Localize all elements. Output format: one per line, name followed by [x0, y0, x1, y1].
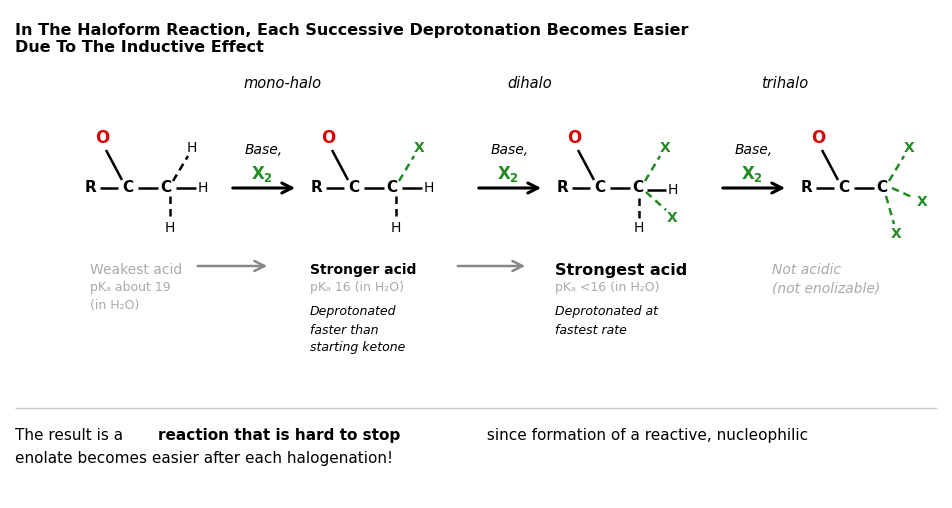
Text: (in H₂O): (in H₂O) [90, 300, 139, 312]
Text: Deprotonated at: Deprotonated at [555, 305, 658, 319]
Text: X: X [903, 141, 914, 155]
Text: H: H [667, 183, 678, 197]
Text: fastest rate: fastest rate [555, 324, 626, 336]
Text: C: C [632, 180, 644, 196]
Text: X: X [917, 195, 927, 209]
Text: C: C [877, 180, 887, 196]
Text: O: O [95, 129, 109, 147]
Text: H: H [165, 221, 175, 235]
Text: H: H [187, 141, 197, 155]
Text: $\mathbf{X_2}$: $\mathbf{X_2}$ [251, 164, 273, 184]
Text: X: X [891, 227, 902, 241]
Text: since formation of a reactive, nucleophilic: since formation of a reactive, nucleophi… [482, 428, 808, 443]
Text: Stronger acid: Stronger acid [310, 263, 416, 277]
Text: R: R [556, 180, 568, 196]
Text: $\mathbf{X_2}$: $\mathbf{X_2}$ [741, 164, 763, 184]
Text: O: O [321, 129, 335, 147]
Text: (not enolizable): (not enolizable) [772, 281, 881, 295]
Text: C: C [839, 180, 849, 196]
Text: Base,: Base, [491, 143, 529, 157]
Text: H: H [634, 221, 645, 235]
Text: starting ketone: starting ketone [310, 341, 406, 355]
Text: Strongest acid: Strongest acid [555, 263, 687, 277]
Text: faster than: faster than [310, 324, 379, 336]
Text: In The Haloform Reaction, Each Successive Deprotonation Becomes Easier: In The Haloform Reaction, Each Successiv… [15, 23, 688, 38]
Text: C: C [123, 180, 133, 196]
Text: O: O [566, 129, 581, 147]
Text: pKₐ <16 (in H₂O): pKₐ <16 (in H₂O) [555, 281, 660, 295]
Text: trihalo: trihalo [762, 77, 808, 91]
Text: mono-halo: mono-halo [244, 77, 322, 91]
Text: dihalo: dihalo [507, 77, 552, 91]
Text: X: X [660, 141, 670, 155]
Text: H: H [198, 181, 208, 195]
Text: Due To The Inductive Effect: Due To The Inductive Effect [15, 40, 264, 55]
Text: H: H [424, 181, 434, 195]
Text: $\mathbf{X_2}$: $\mathbf{X_2}$ [497, 164, 519, 184]
Text: Weakest acid: Weakest acid [90, 263, 182, 277]
Text: C: C [161, 180, 171, 196]
Text: R: R [310, 180, 322, 196]
Text: X: X [666, 211, 678, 225]
Text: Base,: Base, [245, 143, 283, 157]
Text: R: R [84, 180, 96, 196]
Text: C: C [594, 180, 605, 196]
Text: pKₐ about 19: pKₐ about 19 [90, 281, 170, 295]
Text: C: C [348, 180, 360, 196]
Text: Not acidic: Not acidic [772, 263, 841, 277]
Text: enolate becomes easier after each halogenation!: enolate becomes easier after each haloge… [15, 451, 393, 466]
Text: R: R [800, 180, 812, 196]
Text: C: C [387, 180, 398, 196]
Text: pKₐ 16 (in H₂O): pKₐ 16 (in H₂O) [310, 281, 404, 295]
Text: H: H [391, 221, 401, 235]
Text: The result is a: The result is a [15, 428, 128, 443]
Text: Base,: Base, [735, 143, 773, 157]
Text: Deprotonated: Deprotonated [310, 305, 396, 319]
Text: O: O [811, 129, 825, 147]
Text: X: X [413, 141, 425, 155]
Text: reaction that is hard to stop: reaction that is hard to stop [158, 428, 400, 443]
